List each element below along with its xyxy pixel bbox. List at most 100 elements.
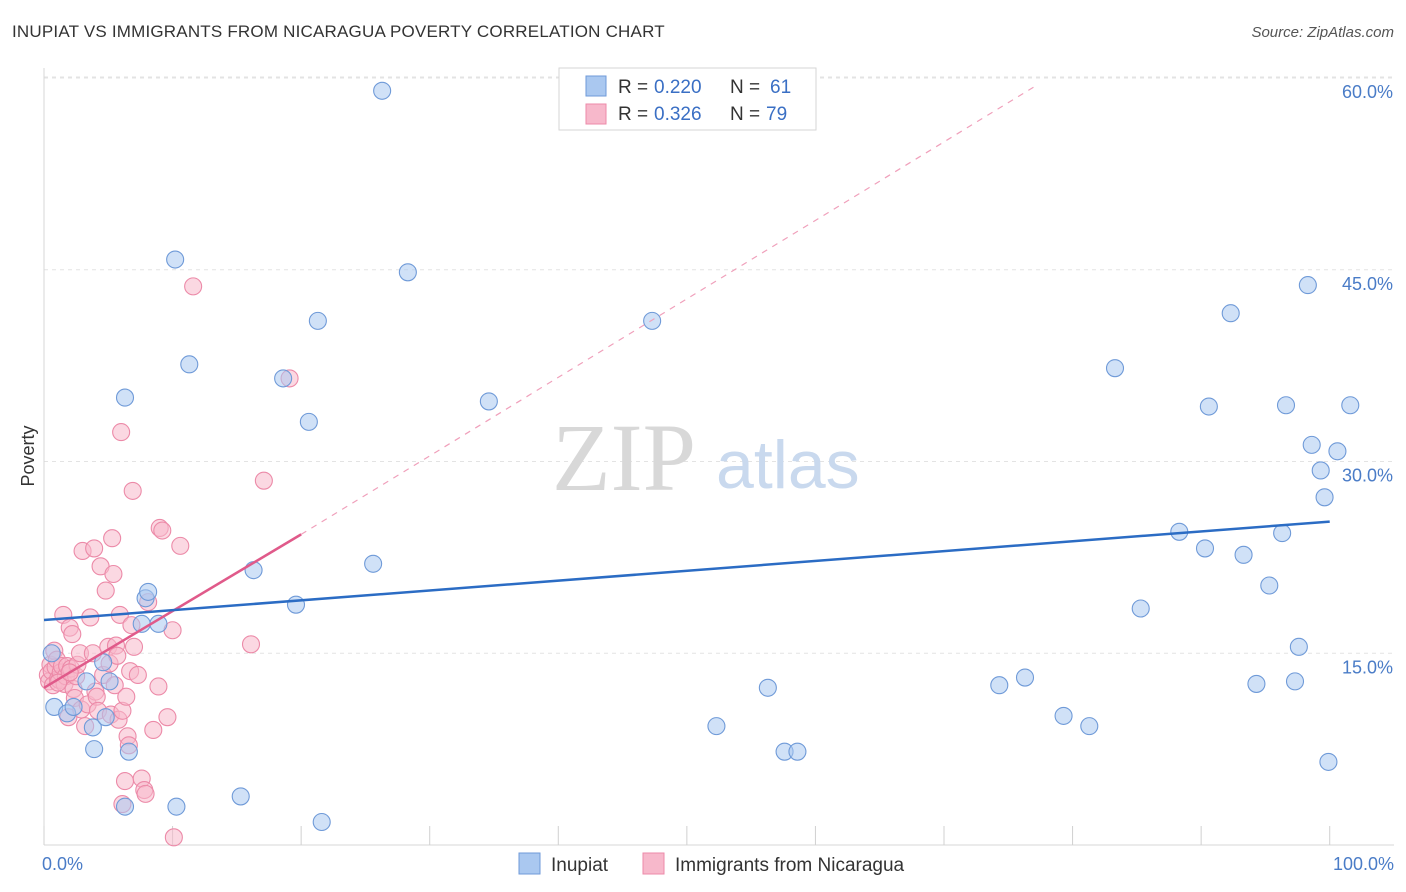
point-inupiat-59	[1341, 396, 1360, 415]
point-nicaragua-71	[184, 277, 203, 296]
point-inupiat-17	[167, 797, 186, 816]
x-tick-label-left: 0.0%	[42, 854, 83, 874]
point-nicaragua-73	[254, 471, 273, 490]
watermark-atlas: atlas	[716, 427, 860, 503]
x-ticks	[43, 826, 1331, 845]
point-nicaragua-57	[124, 637, 144, 656]
point-nicaragua-61	[136, 784, 155, 803]
point-inupiat-54	[1302, 435, 1321, 454]
point-inupiat-45	[1221, 304, 1240, 323]
point-inupiat-48	[1260, 576, 1279, 595]
point-inupiat-6	[85, 740, 104, 759]
point-inupiat-37	[1015, 668, 1035, 687]
trend-lines	[43, 86, 1330, 689]
point-nicaragua-37	[96, 581, 115, 600]
watermark: ZIP atlas	[552, 404, 860, 511]
point-inupiat-40	[1105, 359, 1125, 378]
legend-r-value-2: 0.326	[654, 104, 702, 125]
point-nicaragua-48	[112, 423, 131, 442]
point-inupiat-53	[1298, 276, 1317, 295]
point-inupiat-10	[115, 797, 135, 816]
y-tick-label-45: 45.0%	[1342, 274, 1393, 294]
bottom-legend: Inupiat Immigrants from Nicaragua	[518, 852, 905, 876]
point-inupiat-50	[1276, 396, 1296, 415]
trend-line-inupiat	[43, 520, 1330, 622]
legend-n-label-1: N =	[730, 77, 760, 98]
legend-swatch-inupiat	[585, 75, 607, 97]
chart-source: Source: ZipAtlas.com	[1251, 24, 1394, 41]
point-nicaragua-67	[158, 708, 177, 727]
point-nicaragua-31	[85, 539, 104, 558]
point-inupiat-27	[364, 554, 383, 573]
point-inupiat-21	[244, 561, 263, 580]
point-nicaragua-72	[241, 635, 261, 654]
legend-r-label-2: R =	[618, 104, 648, 125]
point-inupiat-38	[1054, 706, 1073, 725]
point-nicaragua-51	[117, 687, 136, 706]
point-nicaragua-64	[149, 677, 168, 696]
point-inupiat-5	[83, 718, 102, 737]
point-inupiat-43	[1195, 539, 1215, 558]
point-inupiat-51	[1285, 672, 1305, 691]
point-inupiat-12	[119, 742, 138, 761]
point-inupiat-36	[990, 676, 1009, 695]
point-inupiat-19	[180, 355, 199, 374]
point-inupiat-18	[166, 250, 185, 269]
axes	[43, 68, 1394, 846]
point-inupiat-33	[758, 678, 777, 697]
y-tick-labels: 15.0% 30.0% 45.0% 60.0%	[1342, 82, 1393, 677]
point-nicaragua-76	[49, 673, 68, 692]
data-points	[38, 81, 1360, 847]
bottom-legend-swatch-nicaragua	[642, 852, 665, 875]
bottom-legend-label-nicaragua: Immigrants from Nicaragua	[675, 855, 905, 876]
point-inupiat-0	[42, 644, 61, 663]
point-inupiat-46	[1234, 545, 1253, 564]
point-inupiat-25	[308, 311, 327, 330]
point-inupiat-11	[115, 388, 135, 407]
point-inupiat-20	[231, 787, 250, 806]
point-inupiat-44	[1199, 397, 1218, 416]
point-nicaragua-63	[144, 720, 163, 740]
point-nicaragua-58	[128, 665, 147, 685]
watermark-zip: ZIP	[552, 404, 696, 511]
point-nicaragua-41	[103, 529, 122, 548]
point-inupiat-3	[64, 697, 83, 716]
point-inupiat-29	[398, 263, 417, 282]
point-inupiat-8	[96, 708, 115, 727]
point-inupiat-30	[479, 392, 498, 411]
point-inupiat-24	[299, 412, 318, 431]
point-inupiat-28	[373, 81, 392, 100]
bottom-legend-label-inupiat: Inupiat	[551, 855, 609, 876]
point-nicaragua-42	[104, 564, 123, 584]
legend-n-value-1: 61	[770, 77, 791, 98]
legend-swatch-nicaragua	[585, 103, 607, 125]
point-inupiat-22	[274, 369, 293, 388]
point-inupiat-39	[1080, 717, 1099, 736]
y-axis-title: Poverty	[18, 425, 38, 486]
point-inupiat-57	[1319, 752, 1338, 771]
y-tick-label-60: 60.0%	[1342, 82, 1393, 102]
point-inupiat-55	[1311, 461, 1330, 480]
point-nicaragua-19	[63, 625, 82, 644]
point-inupiat-26	[312, 812, 331, 832]
legend-r-value-1: 0.220	[654, 77, 702, 98]
point-inupiat-32	[707, 717, 726, 736]
x-tick-label-right: 100.0%	[1333, 854, 1394, 874]
point-inupiat-58	[1328, 442, 1347, 461]
point-inupiat-4	[77, 672, 96, 691]
point-nicaragua-56	[123, 481, 142, 500]
point-inupiat-9	[100, 672, 119, 691]
point-nicaragua-66	[153, 521, 172, 540]
point-nicaragua-70	[171, 536, 190, 555]
point-inupiat-31	[643, 311, 662, 330]
legend-box: R = 0.220 N = 61 R = 0.326 N = 79	[558, 67, 817, 131]
y-tick-label-30: 30.0%	[1342, 466, 1393, 486]
chart-title: INUPIAT VS IMMIGRANTS FROM NICARAGUA POV…	[12, 22, 665, 41]
legend-n-value-2: 79	[766, 104, 787, 125]
legend-r-label-1: R =	[618, 77, 648, 98]
point-inupiat-49	[1273, 524, 1292, 543]
point-inupiat-41	[1131, 599, 1150, 618]
point-nicaragua-69	[164, 828, 183, 847]
point-inupiat-23	[286, 595, 306, 614]
